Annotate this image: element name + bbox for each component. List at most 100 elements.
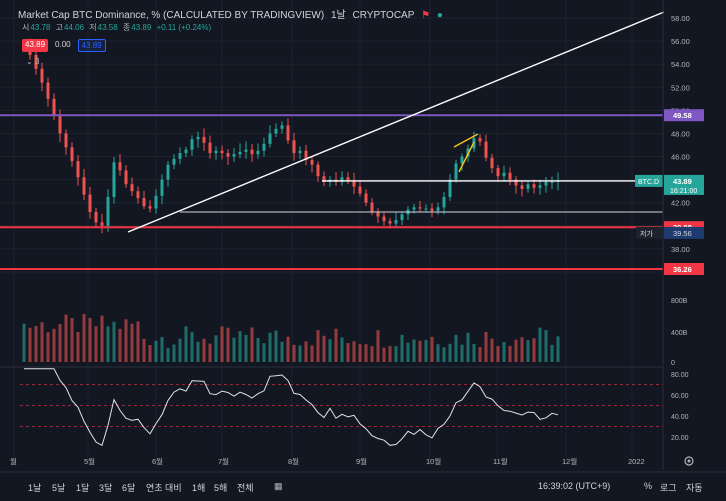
- settings-gear-icon[interactable]: [684, 456, 694, 466]
- volume-bar: [466, 332, 470, 362]
- volume-bar: [364, 344, 368, 362]
- candle-body: [532, 184, 536, 188]
- range-1y-button[interactable]: 1해: [192, 483, 206, 493]
- symbol-title[interactable]: Market Cap BTC Dominance, % (CALCULATED …: [18, 10, 325, 21]
- candle-body: [478, 138, 482, 142]
- volume-bar: [442, 347, 446, 362]
- range-1m-button[interactable]: 1달: [76, 483, 90, 493]
- volume-bar: [46, 332, 50, 362]
- volume-bar: [106, 326, 110, 362]
- candle-body: [142, 198, 146, 207]
- volume-bar: [526, 340, 530, 362]
- volume-bar: [136, 321, 140, 362]
- volume-bar: [220, 326, 224, 362]
- volume-bar: [430, 336, 434, 362]
- range-1d-button[interactable]: 1날: [28, 483, 42, 493]
- wedge-line-lower[interactable]: [458, 141, 475, 173]
- ascending-trendline[interactable]: [127, 11, 665, 233]
- time-tick-label: 9월: [356, 456, 367, 466]
- range-all-button[interactable]: 전체: [237, 483, 254, 493]
- candle-body: [520, 185, 524, 189]
- volume-bar: [334, 328, 338, 362]
- candle-body: [526, 184, 530, 189]
- volume-bar: [328, 339, 332, 362]
- candle-body: [310, 160, 314, 165]
- current-price-tag: 43.89: [673, 177, 692, 186]
- candle-body: [94, 211, 98, 223]
- volume-bar: [298, 345, 302, 362]
- indicator-collapse[interactable]: ⌄ 3: [26, 57, 39, 66]
- volume-bar: [268, 332, 272, 362]
- range-6m-button[interactable]: 6달: [122, 483, 136, 493]
- volume-bar: [400, 334, 404, 362]
- volume-bar: [514, 339, 518, 362]
- wedge-line-upper[interactable]: [453, 133, 479, 148]
- low-value: 39.56: [673, 229, 692, 238]
- date-range-calendar-icon[interactable]: ▦: [274, 481, 283, 491]
- candle-body: [154, 195, 158, 209]
- candle-body: [340, 177, 344, 182]
- bid-pill[interactable]: 43.89: [22, 39, 49, 52]
- range-ytd-button[interactable]: 연초 대비: [146, 483, 182, 493]
- time-tick-label: 12월: [562, 456, 577, 466]
- volume-bar: [250, 327, 254, 362]
- volume-bar: [454, 334, 458, 362]
- candle-body: [40, 68, 44, 83]
- volume-bar: [556, 336, 560, 362]
- candle-body: [508, 172, 512, 180]
- candle-body: [190, 139, 194, 150]
- candle-body: [64, 133, 68, 148]
- time-tick-label: 7월: [218, 456, 229, 466]
- price-tick-label: 48.00: [671, 129, 690, 138]
- volume-bar: [184, 326, 188, 362]
- trend-drawings[interactable]: [127, 11, 665, 233]
- close-value: 43.89: [131, 23, 152, 32]
- percent-toggle[interactable]: %: [644, 481, 653, 491]
- oscillator-panel: [20, 368, 663, 447]
- volume-bar: [316, 330, 320, 362]
- axes: 58.0056.0054.0052.0050.0048.0046.0044.00…: [10, 14, 704, 466]
- bottom-toolbar: 1날 5날 1달 3달 6달 연초 대비 1해 5해 전체 ▦ 16:39:02…: [0, 473, 726, 501]
- volume-bar: [412, 339, 416, 362]
- volume-bar: [358, 344, 362, 362]
- candle-body: [244, 149, 248, 152]
- volume-bar: [376, 330, 380, 362]
- volume-bar: [232, 337, 236, 362]
- auto-toggle[interactable]: 자동: [686, 483, 703, 493]
- candle-body: [256, 150, 260, 155]
- price-tick-label: 54.00: [671, 60, 690, 69]
- price-tick-label: 52.00: [671, 83, 690, 92]
- low-label: 저가: [640, 229, 653, 238]
- low-label: 저: [89, 23, 97, 32]
- support2-price-tag-bg: [664, 262, 704, 275]
- price-tick-label: 38.00: [671, 245, 690, 254]
- volume-bar: [388, 346, 392, 362]
- osc-tick-label: 60.00: [671, 393, 689, 400]
- range-3m-button[interactable]: 3달: [99, 483, 113, 493]
- log-toggle[interactable]: 로그: [660, 483, 677, 493]
- volume-tick-label: 800B: [671, 298, 688, 305]
- clock-timezone[interactable]: 16:39:02 (UTC+9): [538, 481, 611, 491]
- volume-bar: [550, 344, 554, 362]
- volume-bar: [340, 337, 344, 362]
- symbol-tag: BTC.D: [638, 179, 659, 186]
- candle-body: [376, 211, 380, 217]
- resistance-price-tag-bg: [664, 109, 704, 122]
- time-tick-label: 2022: [628, 457, 645, 466]
- volume-bar: [346, 343, 350, 362]
- ask-pill[interactable]: 43.89: [77, 39, 106, 52]
- volume-bar: [472, 343, 476, 362]
- candle-body: [118, 162, 122, 171]
- volume-bar: [310, 345, 314, 362]
- candle-body: [364, 193, 368, 203]
- volume-bar: [508, 345, 512, 362]
- symbol-tag-bg: [635, 174, 663, 187]
- interval-label[interactable]: 1날: [330, 10, 346, 21]
- volume-bar: [406, 342, 410, 362]
- horizontal-levels[interactable]: [0, 114, 663, 270]
- candle-body: [178, 153, 182, 159]
- candle-body: [34, 54, 38, 69]
- range-5y-button[interactable]: 5해: [214, 483, 228, 493]
- range-5d-button[interactable]: 5날: [52, 483, 66, 493]
